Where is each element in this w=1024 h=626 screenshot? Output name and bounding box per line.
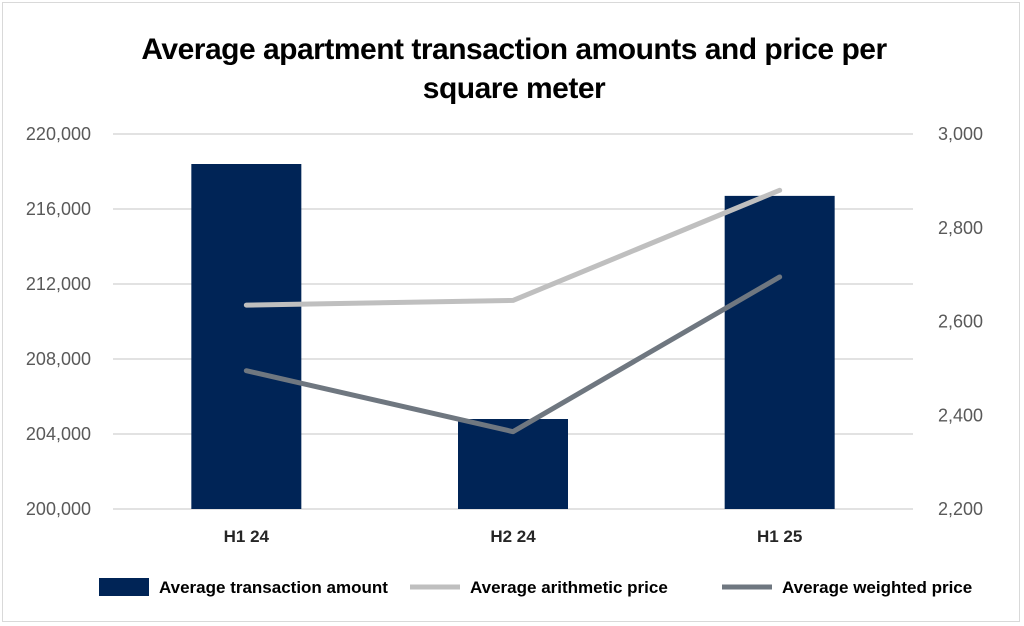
category-axis: H1 24 H2 24 H1 25 (224, 527, 803, 546)
category-label: H2 24 (490, 527, 536, 546)
legend-entry-label: Average weighted price (782, 578, 972, 597)
legend: Average transaction amount Average arithm… (99, 578, 972, 597)
chart-title-line-2: square meter (423, 72, 606, 105)
left-tick-label: 216,000 (26, 199, 91, 219)
chart: Average apartment transaction amounts an… (26, 33, 983, 597)
chart-title-line-1: Average apartment transaction amounts an… (141, 33, 887, 66)
legend-swatch-bar (99, 578, 149, 596)
left-axis: 200,000 204,000 208,000 212,000 216,000 220,0… (26, 124, 91, 519)
category-label: H1 24 (224, 527, 270, 546)
right-tick-label: 2,800 (938, 218, 983, 238)
legend-entry-label: Average transaction amount (159, 578, 388, 597)
line-series (243, 187, 783, 435)
legend-entry-label: Average arithmetic price (470, 578, 668, 597)
line-series-1 (243, 187, 783, 308)
chart-title: Average apartment transaction amounts an… (141, 33, 888, 105)
right-tick-label: 2,200 (938, 499, 983, 519)
left-tick-label: 212,000 (26, 274, 91, 294)
bar-series (191, 164, 835, 509)
category-label: H1 25 (757, 527, 802, 546)
right-tick-label: 2,400 (938, 405, 983, 425)
left-tick-label: 204,000 (26, 424, 91, 444)
bar-h1-25 (724, 195, 835, 509)
bar-h1-24 (191, 164, 302, 509)
left-tick-label: 220,000 (26, 124, 91, 144)
right-axis: 2,200 2,400 2,600 2,800 3,000 (938, 124, 983, 519)
right-tick-label: 2,600 (938, 312, 983, 332)
left-tick-label: 200,000 (26, 499, 91, 519)
left-tick-label: 208,000 (26, 349, 91, 369)
right-tick-label: 3,000 (938, 124, 983, 144)
